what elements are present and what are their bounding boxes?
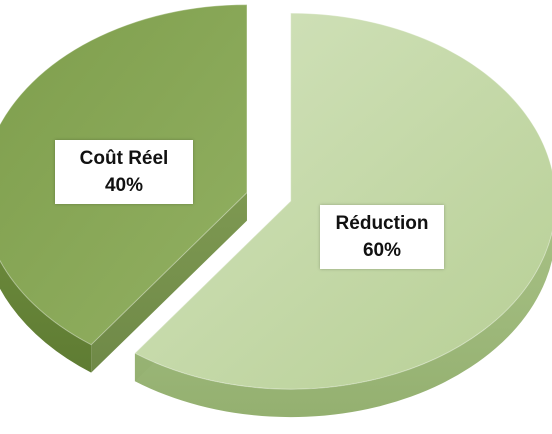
data-label-cout-reel-value: 40% (104, 175, 144, 196)
slice-cout-reel-wall-0 (91, 192, 247, 373)
data-label-cout-reel-name: Coût Réel (79, 148, 169, 169)
data-label-reduction-value: 60% (362, 240, 402, 261)
data-label-cout-reel: Coût Réel 40% (55, 140, 193, 204)
slice-reduction-side (134, 232, 552, 418)
slice-reduction (134, 12, 552, 418)
data-label-reduction-name: Réduction (335, 213, 429, 234)
data-label-reduction: Réduction 60% (320, 205, 444, 269)
slice-cout-reel-side (0, 260, 92, 373)
slice-reduction-top (134, 12, 552, 390)
